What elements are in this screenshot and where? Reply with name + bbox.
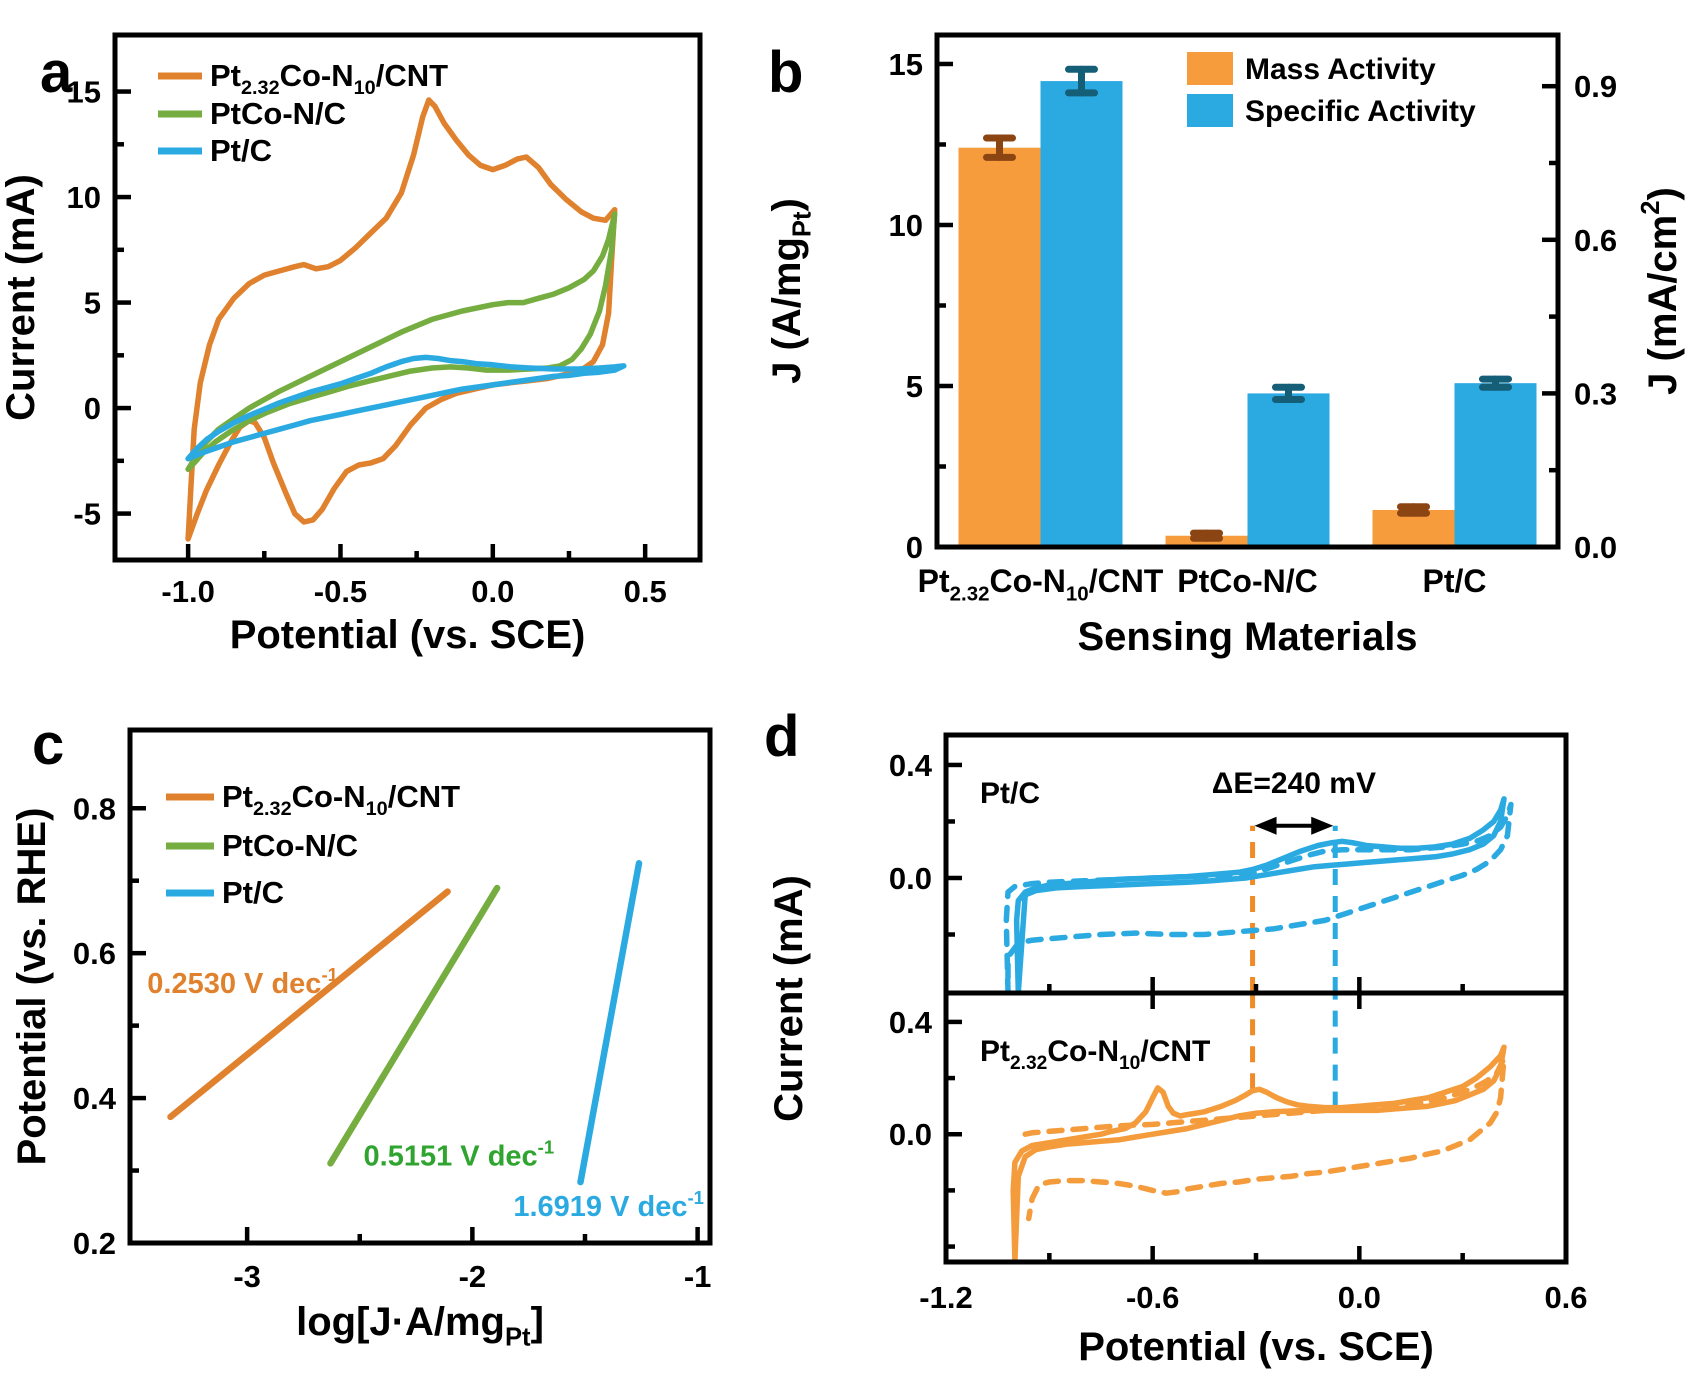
x-tick-label: -1.2: [919, 1280, 972, 1315]
y-tick-label: 0.4: [73, 1081, 117, 1116]
axes-box: [943, 732, 1569, 1265]
x-axis-title: Sensing Materials: [1077, 615, 1417, 659]
legend-swatch: [1187, 94, 1233, 127]
bar-specific-activity: [1247, 393, 1330, 547]
y-tick-label: 0.2: [73, 1226, 116, 1261]
panel-letter-b: b: [768, 40, 803, 105]
arrowhead-left: [1254, 816, 1277, 835]
x-tick-label: -0.5: [314, 574, 367, 609]
subplot-label: Pt/C: [980, 777, 1040, 810]
cv-curve-Pt/C dashed: [1003, 801, 1514, 993]
y-tick-label-left: 10: [889, 208, 923, 243]
y-tick-label-right: 0.3: [1574, 376, 1617, 411]
category-label: Pt2.32Co-N10/CNT: [918, 563, 1164, 605]
legend-label: Specific Activity: [1245, 95, 1476, 128]
y-tick-label-left: 15: [889, 47, 923, 82]
subplot-0: 0.0 0.4 Pt/C ΔE=240 mV: [889, 748, 1514, 993]
panel-a: -1.0 -0.5 0.0 0.5 -5 0 5 10 15 Potential (vs. SCE…: [0, 32, 703, 657]
y-tick-label: -5: [73, 497, 101, 532]
slope-annotation: 1.6919 V dec-1: [513, 1187, 704, 1223]
y-tick-label: 0.6: [73, 936, 116, 971]
x-tick-label: -2: [459, 1259, 487, 1294]
y-axis-title-left: J (A/mgPt): [765, 198, 816, 384]
tafel-line-PtCo-N/C: [327, 884, 501, 1167]
bar-specific-activity: [1454, 383, 1537, 547]
y-tick-label: 10: [67, 180, 101, 215]
panel-b: 0 5 10 15 0.0 0.3 0.6 0.9 Pt2.32Co-N10/CNT PtCo-N…: [765, 32, 1685, 659]
y-tick-label: 0.0: [889, 1117, 932, 1152]
x-tick-label: 0.6: [1544, 1280, 1587, 1315]
tafel-line-Pt2.32Co-N10/CNT: [167, 888, 451, 1121]
series-PtCo-N/C: [185, 211, 618, 473]
x-tick-label: 0.0: [1338, 1280, 1381, 1315]
subplot-1: 0.0 0.4 Pt2.32Co-N10/CNT: [889, 993, 1507, 1262]
panel-c: -3 -2 -1 0.2 0.4 0.6 0.8 log[J·A/mgPt] Potential…: [10, 727, 713, 1351]
y-tick-label-left: 0: [906, 530, 923, 565]
legend-label: Pt2.32Co-N10/CNT: [222, 779, 460, 820]
slope-annotation: 0.2530 V dec-1: [147, 964, 338, 1000]
legend-swatch: [1187, 52, 1233, 85]
cv-curve-Pt2.32Co-N10/CNT dashed: [1022, 1055, 1507, 1222]
legend-label: Pt/C: [210, 133, 272, 168]
x-tick-label: 0.5: [624, 574, 667, 609]
y-tick-label-right: 0.0: [1574, 530, 1617, 565]
series-Pt/C: [185, 354, 627, 462]
x-axis-title: Potential (vs. SCE): [1078, 1325, 1434, 1369]
y-tick-label-right: 0.9: [1574, 69, 1617, 104]
y-axis-title: Current (mA): [0, 174, 43, 421]
category-label: PtCo-N/C: [1177, 563, 1317, 599]
slope-annotation: 0.5151 V dec-1: [364, 1136, 555, 1172]
panel-letter-c: c: [32, 712, 64, 777]
x-tick-label: -1.0: [161, 574, 214, 609]
legend-label: PtCo-N/C: [210, 96, 346, 131]
panel-letter-a: a: [40, 40, 73, 105]
y-tick-label: 5: [84, 286, 101, 321]
y-tick-label: 0.8: [73, 791, 116, 826]
panel-letter-d: d: [764, 704, 799, 769]
axes-box: [934, 32, 1561, 550]
y-tick-label: 15: [67, 75, 101, 110]
axes-box: [127, 727, 713, 1246]
subplot-label: Pt2.32Co-N10/CNT: [980, 1035, 1210, 1074]
legend-label: PtCo-N/C: [222, 828, 358, 863]
x-axis-title: log[J·A/mgPt]: [296, 1300, 544, 1351]
y-tick-label: 0: [84, 391, 101, 426]
series-Pt2.32Co-N10/CNT: [185, 97, 618, 542]
category-label: Pt/C: [1423, 563, 1487, 599]
y-tick-label: 0.4: [889, 748, 933, 783]
x-tick-label: 0.0: [471, 574, 514, 609]
legend-label: Mass Activity: [1245, 53, 1436, 86]
y-axis-title-right: J (mA/cm2): [1637, 187, 1685, 395]
y-tick-label-left: 5: [906, 369, 923, 404]
legend-label: Pt2.32Co-N10/CNT: [210, 58, 448, 99]
panel-d: 0.0 0.4 Pt/C ΔE=240 mV 0.0 0.4 Pt2.32Co-N10/CN…: [767, 732, 1588, 1369]
axes-box: [112, 32, 703, 563]
x-tick-label: -1: [684, 1259, 712, 1294]
bar-mass-activity: [958, 147, 1041, 547]
cv-curve-Pt2.32Co-N10/CNT solid: [1010, 1044, 1507, 1262]
y-axis-title: Potential (vs. RHE): [10, 808, 54, 1166]
y-axis-title: Current (mA): [767, 875, 811, 1122]
x-tick-label: -3: [233, 1259, 261, 1294]
delta-e-label: ΔE=240 mV: [1212, 767, 1376, 800]
bar-specific-activity: [1040, 81, 1123, 547]
legend-label: Pt/C: [222, 875, 284, 910]
x-tick-label: -0.6: [1126, 1280, 1179, 1315]
x-axis-title: Potential (vs. SCE): [230, 613, 586, 657]
y-tick-label: 0.4: [889, 1005, 933, 1040]
arrowhead-right: [1311, 816, 1334, 835]
y-tick-label: 0.0: [889, 861, 932, 896]
y-tick-label-right: 0.6: [1574, 223, 1617, 258]
tafel-line-Pt/C: [577, 860, 643, 1186]
